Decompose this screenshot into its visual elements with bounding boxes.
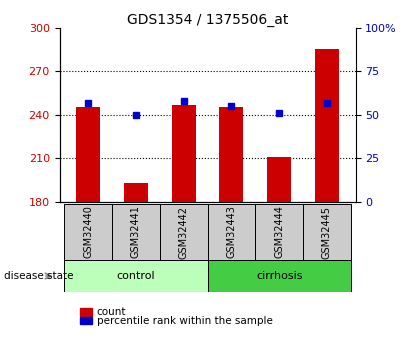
FancyBboxPatch shape xyxy=(65,260,208,292)
FancyBboxPatch shape xyxy=(65,204,112,260)
Text: cirrhosis: cirrhosis xyxy=(256,271,302,281)
Text: GSM32442: GSM32442 xyxy=(179,206,189,258)
Text: GSM32443: GSM32443 xyxy=(226,206,236,258)
Text: disease state: disease state xyxy=(4,271,74,281)
Bar xyxy=(219,107,243,202)
Text: GSM32441: GSM32441 xyxy=(131,206,141,258)
Bar xyxy=(172,105,196,202)
FancyBboxPatch shape xyxy=(303,204,351,260)
Bar xyxy=(124,183,148,202)
Text: count: count xyxy=(97,307,126,317)
FancyBboxPatch shape xyxy=(255,204,303,260)
FancyBboxPatch shape xyxy=(208,204,255,260)
Bar xyxy=(76,107,100,202)
Bar xyxy=(80,317,92,324)
Bar xyxy=(315,49,339,202)
Text: GSM32444: GSM32444 xyxy=(274,206,284,258)
FancyBboxPatch shape xyxy=(160,204,208,260)
Text: control: control xyxy=(117,271,155,281)
Text: percentile rank within the sample: percentile rank within the sample xyxy=(97,316,272,325)
FancyBboxPatch shape xyxy=(112,204,160,260)
Text: GSM32445: GSM32445 xyxy=(322,206,332,258)
Bar xyxy=(267,157,291,202)
Title: GDS1354 / 1375506_at: GDS1354 / 1375506_at xyxy=(127,12,288,27)
Bar xyxy=(80,308,92,316)
FancyBboxPatch shape xyxy=(208,260,351,292)
Text: GSM32440: GSM32440 xyxy=(83,206,93,258)
